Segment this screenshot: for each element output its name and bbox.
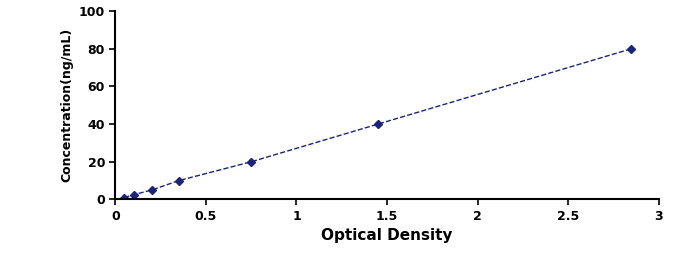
X-axis label: Optical Density: Optical Density bbox=[321, 229, 453, 243]
Y-axis label: Concentration(ng/mL): Concentration(ng/mL) bbox=[60, 28, 73, 182]
